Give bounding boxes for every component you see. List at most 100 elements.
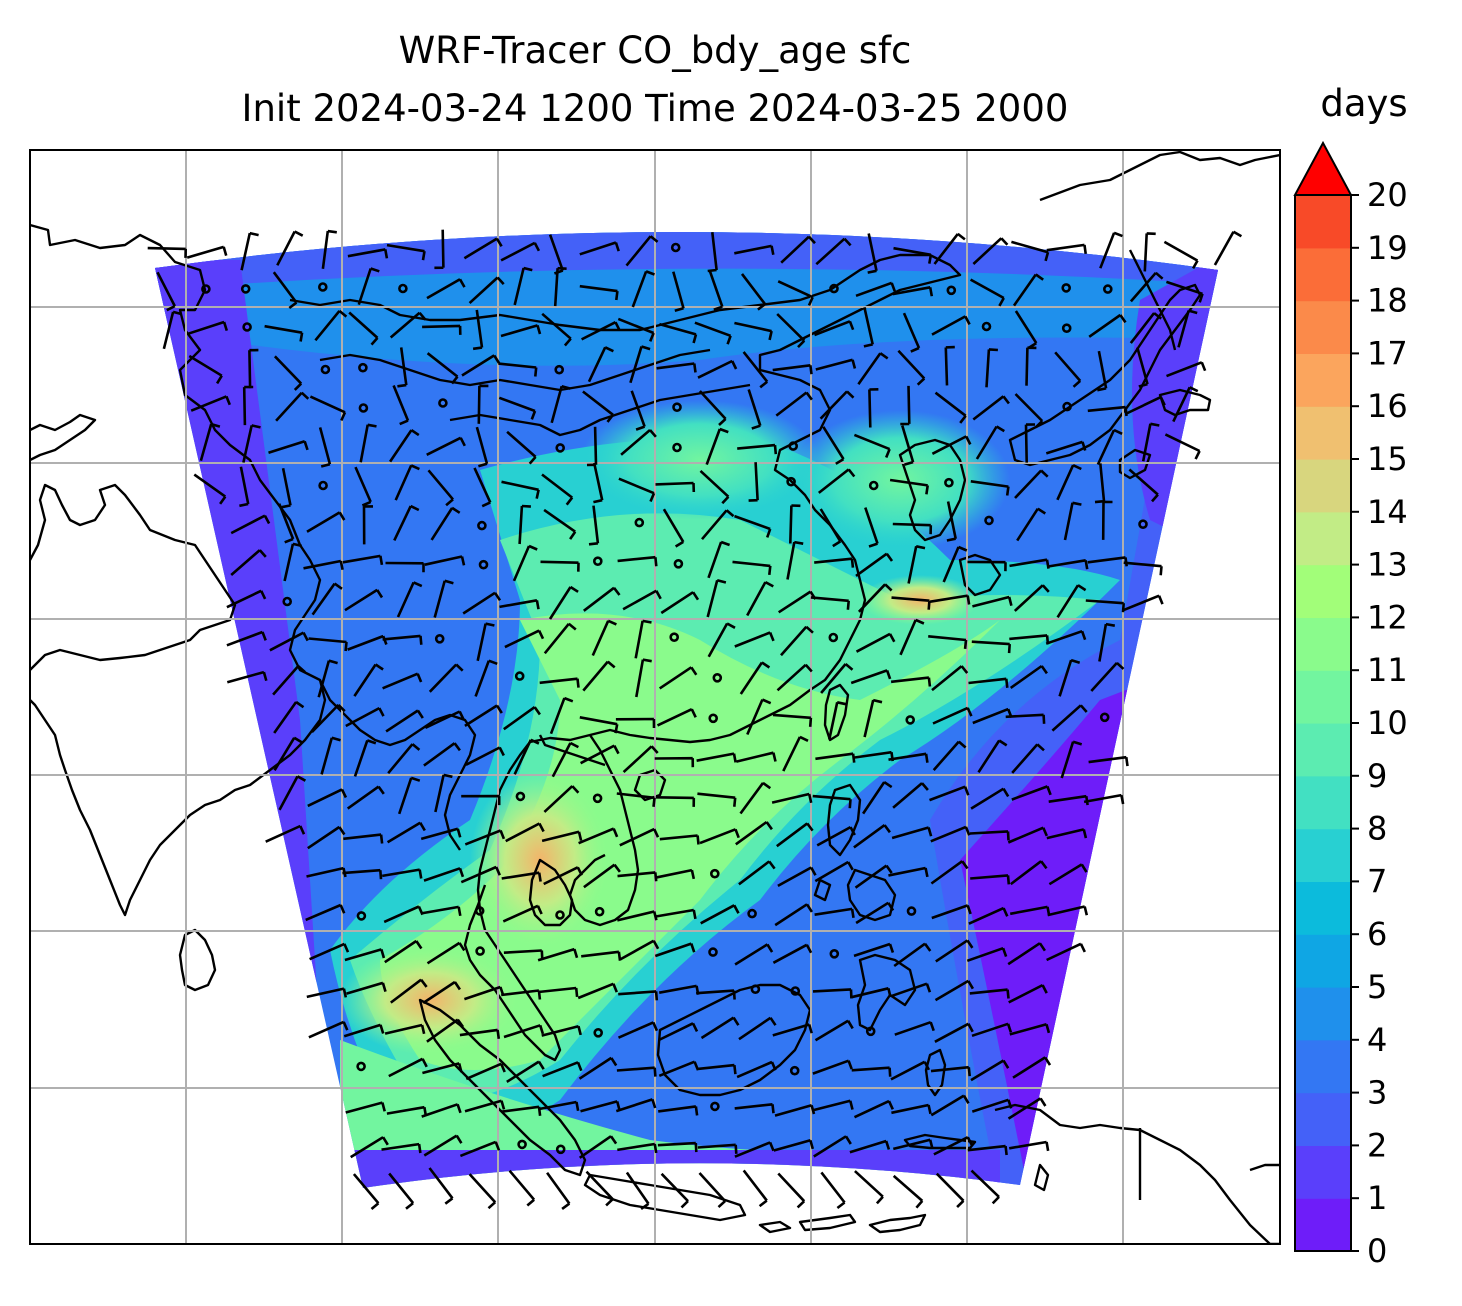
wind-barb bbox=[890, 982, 932, 998]
wind-barb bbox=[1054, 351, 1082, 388]
wind-barb bbox=[464, 829, 506, 846]
wind-barb bbox=[893, 942, 932, 968]
wind-barb bbox=[822, 426, 845, 465]
wind-barb bbox=[971, 1022, 1013, 1038]
wind-barb bbox=[734, 1141, 775, 1158]
wind-barb bbox=[553, 266, 567, 307]
wind-barb bbox=[946, 501, 957, 542]
wind-barb bbox=[662, 508, 685, 548]
wind-barb bbox=[1125, 395, 1166, 415]
wind-barb bbox=[707, 540, 731, 579]
wind-barb bbox=[853, 1099, 894, 1119]
wind-barb bbox=[907, 545, 926, 584]
colorbar-tick-label: 2 bbox=[1367, 1126, 1387, 1164]
wind-barb bbox=[625, 1171, 650, 1210]
wind-barb bbox=[428, 1167, 454, 1205]
wind-barb bbox=[389, 429, 420, 463]
map-title-line2: Init 2024-03-24 1200 Time 2024-03-25 200… bbox=[241, 87, 1069, 130]
wind-barb bbox=[772, 943, 813, 964]
wind-barb bbox=[1056, 464, 1082, 501]
wind-barb bbox=[660, 1172, 689, 1209]
wind-barb bbox=[891, 596, 931, 610]
wind-barb bbox=[513, 738, 540, 775]
wind-barb bbox=[931, 904, 972, 920]
calm-wind-marker bbox=[514, 671, 525, 681]
wind-barb bbox=[580, 1100, 621, 1113]
wind-barb bbox=[971, 640, 1011, 654]
wind-barb bbox=[397, 347, 408, 388]
wind-barb bbox=[465, 746, 505, 767]
wind-barb bbox=[615, 1098, 657, 1113]
wind-barb bbox=[1010, 860, 1048, 886]
wind-barb bbox=[396, 581, 423, 618]
wind-barb bbox=[970, 1169, 1000, 1205]
wind-barb bbox=[739, 661, 771, 695]
wind-barb bbox=[930, 1094, 970, 1117]
wind-barb bbox=[897, 349, 926, 386]
wind-barb bbox=[240, 231, 259, 271]
wind-barb bbox=[892, 522, 933, 535]
wind-barb bbox=[930, 860, 969, 885]
colorbar-unit-label: days bbox=[1320, 82, 1408, 125]
colorbar-segment bbox=[1295, 300, 1351, 354]
wind-barb bbox=[934, 391, 967, 424]
wind-barb bbox=[543, 622, 577, 655]
wind-barb bbox=[972, 595, 1013, 608]
wind-barb bbox=[734, 943, 774, 966]
wind-barb bbox=[853, 824, 891, 849]
wind-barb bbox=[851, 987, 892, 999]
wind-barb bbox=[550, 384, 571, 424]
colorbar-tick-label: 3 bbox=[1367, 1074, 1387, 1112]
wind-barb bbox=[1164, 433, 1201, 460]
wind-barb bbox=[1012, 273, 1044, 307]
wind-barb bbox=[654, 756, 695, 768]
wind-barb bbox=[242, 424, 261, 463]
wind-barb bbox=[617, 1021, 659, 1039]
wind-barb bbox=[474, 659, 498, 697]
wind-barb bbox=[931, 315, 971, 336]
wind-barb bbox=[928, 635, 968, 650]
wind-barb bbox=[188, 354, 223, 385]
wind-barb bbox=[386, 243, 426, 261]
wind-barb bbox=[655, 481, 696, 493]
wind-barb bbox=[275, 391, 310, 422]
wind-barb bbox=[701, 509, 735, 541]
wind-barb bbox=[1172, 386, 1199, 423]
calm-wind-marker bbox=[1061, 323, 1072, 334]
calm-wind-marker bbox=[320, 364, 331, 375]
wind-barb bbox=[1011, 240, 1050, 262]
wind-barb bbox=[776, 663, 813, 692]
wind-barb bbox=[622, 745, 659, 774]
wind-barb bbox=[617, 555, 658, 567]
wind-barb bbox=[277, 503, 295, 544]
colorbar-segment bbox=[1295, 406, 1351, 460]
wind-barb bbox=[388, 1057, 428, 1078]
wind-barb bbox=[708, 270, 724, 311]
wind-barb bbox=[1012, 1056, 1052, 1079]
calm-wind-marker bbox=[708, 947, 718, 957]
wind-barb bbox=[579, 241, 620, 256]
wind-barb bbox=[618, 990, 659, 1001]
wind-barb bbox=[656, 708, 697, 727]
wind-barb bbox=[615, 717, 656, 729]
wind-barb bbox=[385, 561, 425, 573]
wind-barb bbox=[538, 986, 579, 998]
wind-barb bbox=[1096, 428, 1123, 466]
wind-barb bbox=[543, 785, 580, 813]
wind-barb bbox=[696, 1063, 737, 1075]
wind-barb bbox=[1058, 658, 1081, 697]
wind-barb bbox=[1060, 740, 1083, 779]
wind-barb bbox=[588, 505, 600, 546]
calm-wind-marker bbox=[1062, 401, 1072, 412]
wind-barb bbox=[276, 230, 304, 266]
wind-barb bbox=[617, 317, 655, 342]
wind-barb bbox=[734, 631, 775, 648]
wind-barb bbox=[734, 1103, 775, 1114]
wind-barb bbox=[426, 278, 466, 300]
wind-barb bbox=[777, 866, 817, 888]
wind-barbs bbox=[147, 229, 1243, 1210]
wind-barb bbox=[660, 591, 700, 615]
wind-barb bbox=[1045, 629, 1087, 645]
wind-barb bbox=[578, 1135, 618, 1159]
calm-wind-marker bbox=[317, 282, 328, 292]
